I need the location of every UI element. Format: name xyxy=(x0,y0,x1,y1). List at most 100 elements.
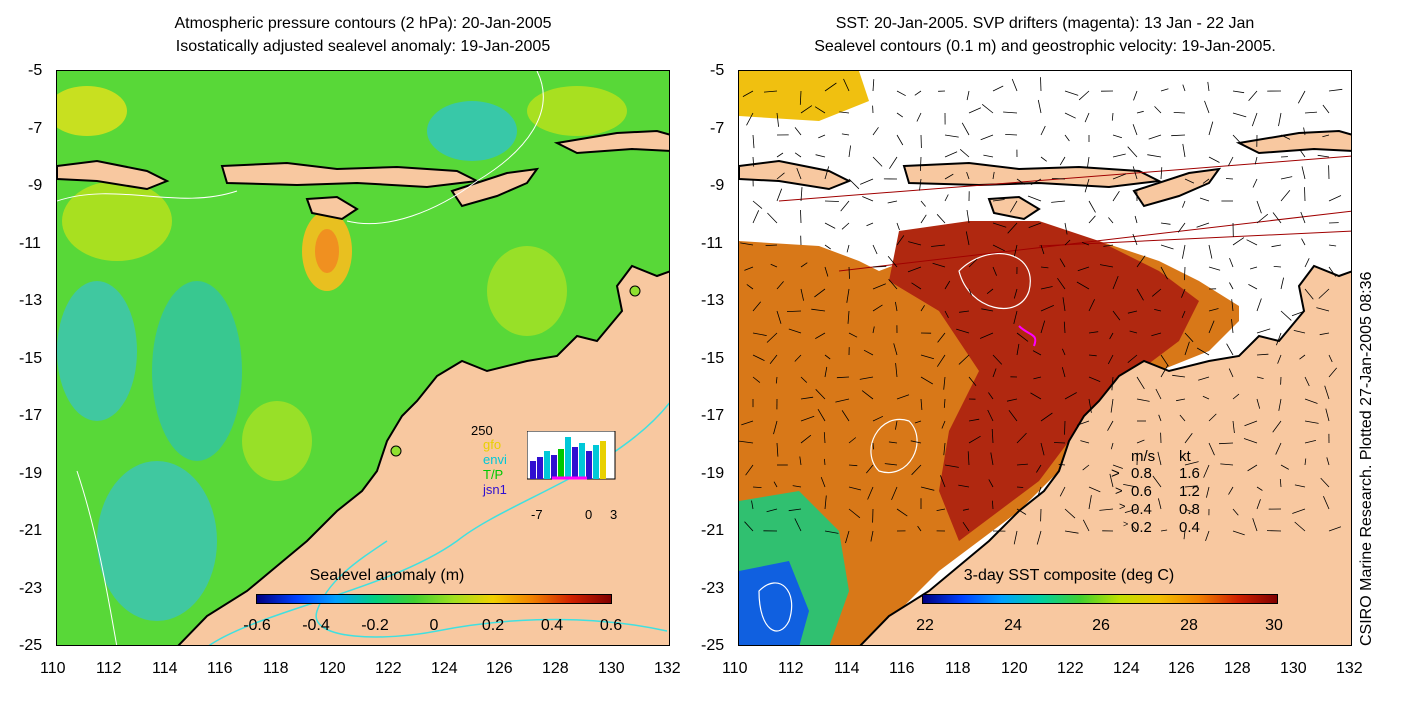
velocity-arrow xyxy=(887,200,898,204)
velocity-arrow xyxy=(1271,244,1282,248)
velocity-arrow xyxy=(1279,478,1282,488)
velocity-arrow xyxy=(1007,222,1018,234)
lon-tick-label: 118 xyxy=(945,660,971,677)
velocity-arrow xyxy=(968,288,972,296)
velocity-arrow xyxy=(848,508,861,519)
velocity-arrow xyxy=(863,349,874,356)
velocity-arrow xyxy=(1088,299,1095,312)
velocity-arrow xyxy=(1182,84,1186,92)
velocity-arrow xyxy=(1160,529,1168,532)
velocity-arrow xyxy=(1016,332,1029,342)
velocity-arrow xyxy=(744,266,754,271)
velocity-arrow xyxy=(1086,156,1090,169)
velocity-arrow xyxy=(867,486,874,500)
sst-colorbar xyxy=(922,594,1278,604)
velocity-arrow xyxy=(1160,354,1169,367)
velocity-arrow xyxy=(1208,320,1215,334)
velocity-arrow xyxy=(932,262,946,268)
velocity-arrow xyxy=(800,209,802,224)
velocity-arrow xyxy=(820,476,826,488)
velocity-arrow xyxy=(1063,321,1066,334)
velocity-arrow xyxy=(1272,212,1282,224)
lat-tick-label: -7 xyxy=(28,120,43,137)
velocity-arrow xyxy=(917,525,922,532)
velocity-arrow xyxy=(889,156,898,169)
velocity-legend-row: > xyxy=(1119,501,1126,513)
velocity-arrow xyxy=(814,106,826,114)
velocity-arrow xyxy=(1184,341,1190,356)
sla-map xyxy=(57,71,669,645)
velocity-arrow xyxy=(920,486,935,491)
velocity-arrow xyxy=(1291,310,1306,317)
velocity-arrow xyxy=(1280,277,1284,290)
inset-histogram xyxy=(527,431,616,480)
velocity-arrow xyxy=(872,244,878,255)
velocity-arrow xyxy=(1184,332,1194,343)
velocity-arrow xyxy=(788,328,802,334)
velocity-arrow xyxy=(1300,211,1306,224)
velocity-arrow xyxy=(1232,134,1243,145)
velocity-arrow xyxy=(1132,166,1138,180)
velocity-arrow xyxy=(800,376,808,383)
pressure-line xyxy=(778,155,1351,202)
velocity-arrow xyxy=(1184,508,1194,513)
velocity-arrow xyxy=(824,366,828,378)
velocity-arrow xyxy=(776,152,784,158)
velocity-arrow xyxy=(1040,442,1045,456)
histogram-bar xyxy=(551,455,557,479)
velocity-arrow xyxy=(1040,244,1045,255)
velocity-arrow xyxy=(1184,433,1193,444)
velocity-arrow xyxy=(872,283,886,290)
velocity-arrow xyxy=(895,420,898,430)
velocity-arrow xyxy=(848,178,860,190)
lat-tick-label: -9 xyxy=(28,177,43,194)
island-timor xyxy=(450,167,540,208)
velocity-arrow xyxy=(992,266,997,276)
velocity-arrow xyxy=(1160,167,1163,180)
velocity-arrow xyxy=(796,167,802,180)
velocity-arrow xyxy=(1173,112,1186,114)
velocity-arrow xyxy=(936,354,946,367)
velocity-arrow xyxy=(740,242,754,246)
velocity-arrow xyxy=(1016,486,1024,488)
velocity-arrow xyxy=(992,368,997,378)
velocity-arrow xyxy=(1040,77,1042,92)
velocity-arrow xyxy=(1301,238,1306,246)
histogram-bar xyxy=(544,451,550,479)
velocity-arrow xyxy=(1198,376,1210,381)
velocity-arrow xyxy=(944,310,949,318)
velocity-arrow xyxy=(776,281,784,290)
lat-tick-label: -5 xyxy=(710,62,725,79)
sla-map-panel: 250 gfo envi T/P jsn1 -7 0 3 Sealevel an… xyxy=(56,70,670,646)
velocity-arrow xyxy=(1280,134,1291,140)
velocity-arrow xyxy=(770,263,778,268)
lat-tick-label: -15 xyxy=(701,350,725,367)
velocity-arrow xyxy=(794,152,802,158)
velocity-arrow xyxy=(1225,178,1234,180)
left-title-line1: Atmospheric pressure contours (2 hPa): 2… xyxy=(174,15,552,32)
velocity-arrow xyxy=(1127,146,1138,158)
velocity-arrow xyxy=(911,464,922,476)
velocity-arrow xyxy=(841,133,850,136)
velocity-arrow xyxy=(741,420,754,426)
inset-xtick: -7 xyxy=(531,507,543,522)
velocity-arrow xyxy=(1252,178,1258,188)
velocity-arrow xyxy=(1127,310,1138,314)
sst-colorbar-tick: 28 xyxy=(1180,617,1198,634)
velocity-arrow xyxy=(800,105,813,114)
velocity-arrow xyxy=(1232,237,1245,246)
velocity-arrow xyxy=(1036,530,1042,545)
anomaly-patch xyxy=(57,281,137,421)
velocity-arrow xyxy=(1112,134,1123,139)
inset-ymax: 250 xyxy=(471,423,493,438)
sst-field-cold xyxy=(739,561,809,645)
lon-tick-label: 132 xyxy=(654,660,681,677)
pressure-line xyxy=(838,210,1351,272)
velocity-arrow xyxy=(1152,475,1162,488)
velocity-arrow xyxy=(1059,258,1066,268)
velocity-arrow xyxy=(1184,178,1195,184)
velocity-arrow xyxy=(841,410,850,422)
velocity-arrow xyxy=(1040,412,1053,422)
inset-xtick: 3 xyxy=(610,507,618,522)
velocity-arrow xyxy=(1088,331,1099,334)
